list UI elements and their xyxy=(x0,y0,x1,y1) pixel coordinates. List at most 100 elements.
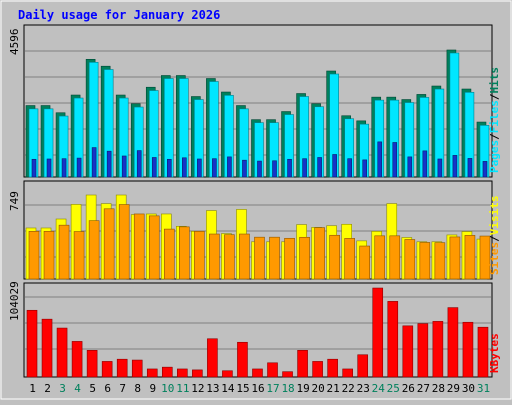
x-tick-label: 20 xyxy=(312,382,325,395)
bar-sites xyxy=(73,231,85,280)
x-tick-label: 16 xyxy=(251,382,264,395)
bar-kbytes xyxy=(207,338,218,378)
side-legend-1: Sites/Visits xyxy=(488,196,501,276)
x-tick-label: 14 xyxy=(221,382,235,395)
bar-kbytes xyxy=(192,369,203,378)
bar-sites xyxy=(209,233,220,280)
bar-pages xyxy=(31,158,37,178)
x-tick-label: 5 xyxy=(89,382,96,395)
side-legend-separator: / xyxy=(488,235,501,242)
side-legend-part: Pages xyxy=(488,140,501,173)
x-tick-label: 9 xyxy=(149,382,156,395)
bar-kbytes xyxy=(402,325,414,378)
bar-pages xyxy=(166,158,172,178)
side-legend-separator: / xyxy=(488,93,501,100)
x-tick-label: 21 xyxy=(327,382,340,395)
bar-sites xyxy=(479,235,491,280)
bar-sites xyxy=(269,236,280,280)
x-tick-label: 7 xyxy=(119,382,126,395)
bar-pages xyxy=(377,141,383,178)
bar-kbytes xyxy=(41,318,53,378)
bar-kbytes xyxy=(447,307,459,378)
bar-kbytes xyxy=(432,321,444,378)
x-tick-label: 1 xyxy=(29,382,36,395)
bar-sites xyxy=(284,237,295,280)
bar-kbytes xyxy=(282,371,293,378)
x-tick-label: 22 xyxy=(342,382,355,395)
bar-kbytes xyxy=(327,358,338,378)
bar-pages xyxy=(437,158,443,178)
bar-pages xyxy=(257,160,262,178)
bar-pages xyxy=(452,155,458,178)
bar-sites xyxy=(389,235,401,280)
side-legend-part: Hits xyxy=(488,67,501,94)
side-legend-2: KBytes xyxy=(488,333,501,373)
bar-pages xyxy=(121,155,127,178)
x-tick-label: 24 xyxy=(372,382,386,395)
bar-kbytes xyxy=(146,368,158,378)
x-axis-day-labels: 1 2 3 4 5 6 7 8 9 10 11 12 13 14 15 16 17 18 19 20 21 22 23 24 2… xyxy=(29,382,490,395)
bar-sites xyxy=(449,236,461,280)
bar-pages xyxy=(392,142,398,178)
x-tick-label: 31 xyxy=(477,382,490,395)
x-tick-label: 13 xyxy=(206,382,219,395)
side-legend-part: Visits xyxy=(488,196,501,236)
x-tick-label: 2 xyxy=(44,382,51,395)
bar-pages xyxy=(287,158,292,178)
x-tick-label: 11 xyxy=(176,382,189,395)
bar-kbytes xyxy=(26,309,38,378)
bar-pages xyxy=(317,157,322,178)
side-legend-part: Files xyxy=(488,100,501,133)
x-tick-label: 4 xyxy=(74,382,81,395)
bar-pages xyxy=(136,150,142,178)
x-tick-label: 8 xyxy=(134,382,141,395)
bar-kbytes xyxy=(161,366,173,378)
bar-sites xyxy=(239,233,250,280)
bar-pages xyxy=(46,158,52,178)
bar-sites xyxy=(88,220,100,280)
bar-kbytes xyxy=(267,362,278,378)
side-legend-part: Sites xyxy=(488,242,501,275)
x-tick-label: 18 xyxy=(281,382,294,395)
bar-sites xyxy=(28,231,40,280)
bar-sites xyxy=(344,238,355,280)
bar-pages xyxy=(272,160,277,178)
bar-kbytes xyxy=(237,341,248,378)
bar-kbytes xyxy=(477,326,489,378)
panel-kbytes: 104029 KBytes xyxy=(8,281,501,378)
bar-sites xyxy=(419,242,431,280)
bar-kbytes xyxy=(372,287,384,378)
chart-panels: 4596Pages/Files/Hits749Sites/Visits10402… xyxy=(8,24,501,378)
y-max-label: 4596 xyxy=(8,29,21,56)
bar-pages xyxy=(302,158,307,178)
bar-kbytes xyxy=(417,323,429,378)
x-tick-label: 6 xyxy=(104,382,111,395)
bar-kbytes xyxy=(387,301,399,378)
x-tick-label: 25 xyxy=(387,382,400,395)
bar-pages xyxy=(91,147,97,178)
bar-sites xyxy=(43,231,55,280)
bar-pages xyxy=(242,159,247,178)
bar-kbytes xyxy=(312,361,323,378)
bar-sites xyxy=(434,242,446,280)
bar-pages xyxy=(151,157,157,178)
bar-sites xyxy=(404,239,416,280)
bar-sites xyxy=(133,213,145,280)
x-tick-label: 27 xyxy=(417,382,430,395)
bar-pages xyxy=(76,157,82,178)
bar-sites xyxy=(58,224,70,280)
y-max-label: 749 xyxy=(8,191,21,211)
bar-sites xyxy=(103,208,115,280)
bar-kbytes xyxy=(86,350,98,378)
bar-sites xyxy=(299,236,310,280)
bar-kbytes xyxy=(177,368,188,378)
bar-pages xyxy=(61,158,67,178)
bar-kbytes xyxy=(56,327,68,378)
bar-kbytes xyxy=(101,361,113,378)
bar-sites xyxy=(163,228,175,280)
bar-kbytes xyxy=(357,354,369,378)
bar-sites xyxy=(329,234,340,280)
bar-pages xyxy=(347,158,352,178)
bar-pages xyxy=(467,158,473,178)
bar-sites xyxy=(118,204,130,280)
